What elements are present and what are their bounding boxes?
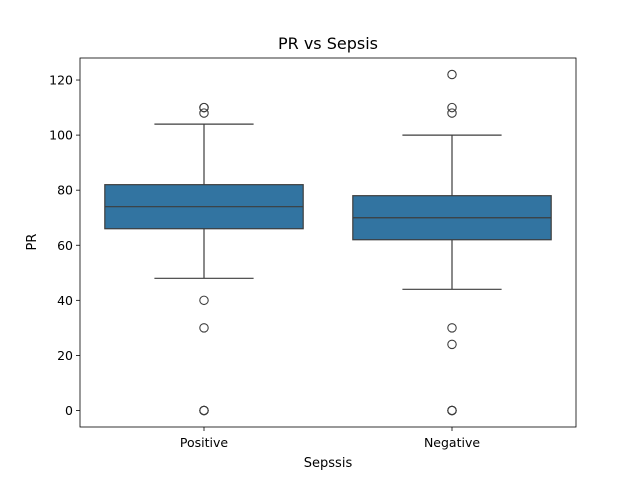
y-tick-label: 80	[57, 183, 73, 198]
x-tick-label: Positive	[180, 435, 228, 450]
y-tick-label: 40	[57, 293, 73, 308]
x-axis: Positive Negative	[180, 427, 480, 450]
outlier-point	[199, 108, 209, 118]
outlier-point	[199, 102, 209, 113]
y-tick-label: 0	[65, 403, 73, 418]
x-axis-label: Sepssis	[304, 456, 353, 471]
y-tick-label: 60	[57, 238, 73, 253]
outlier-point	[199, 295, 209, 306]
outlier-point	[447, 405, 457, 416]
outlier-point	[447, 69, 457, 80]
box-group-negative	[352, 69, 552, 416]
outlier-point	[447, 108, 457, 118]
y-tick-label: 100	[49, 128, 73, 143]
y-axis: 0 20 40 60 80 100 120	[49, 73, 80, 418]
box-plots	[104, 69, 552, 416]
chart-title: PR vs Sepsis	[278, 34, 378, 53]
box-group-positive	[104, 102, 304, 416]
outlier-point	[447, 323, 457, 333]
outlier-point	[199, 323, 209, 333]
plot-area	[79, 57, 577, 428]
outlier-point	[199, 405, 209, 416]
outlier-point	[447, 339, 457, 350]
y-tick-label: 120	[49, 73, 73, 88]
outlier-point	[447, 102, 457, 113]
x-tick-label: Negative	[424, 435, 480, 450]
y-axis-label: PR	[25, 234, 40, 251]
y-tick-label: 20	[57, 348, 73, 363]
